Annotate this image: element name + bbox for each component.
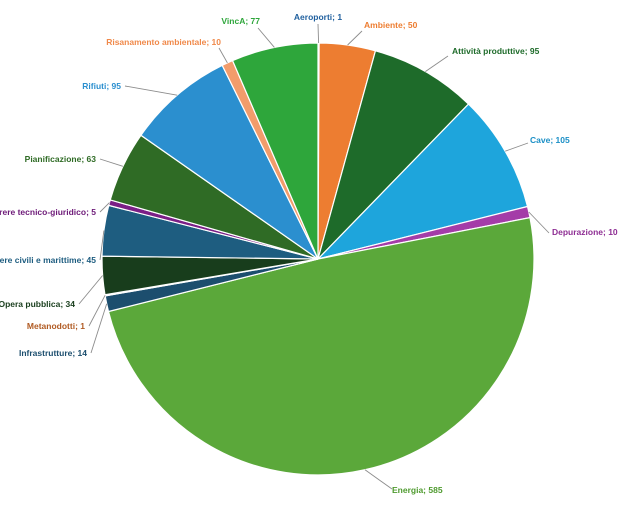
data-label-depurazione: Depurazione; 10 xyxy=(552,227,618,237)
data-label-attivita-produttive: Attività produttive; 95 xyxy=(452,46,540,56)
leader-line-pianificazione xyxy=(99,158,124,167)
leader-line-opere-civili-e-marittime xyxy=(99,230,105,261)
pie-slice-energia xyxy=(107,216,535,476)
leader-line-aeroporti xyxy=(317,23,320,44)
pie-slice-rifiuti xyxy=(140,64,319,260)
leader-line-opera-pubblica xyxy=(78,275,103,305)
leader-line-energia xyxy=(364,469,393,490)
pie-slice-cave xyxy=(316,103,529,261)
data-label-rifiuti: Rifiuti; 95 xyxy=(82,81,121,91)
data-label-opere-civili-e-marittime: Opere civili e marittime; 45 xyxy=(0,255,96,265)
leader-line-depurazione xyxy=(528,211,550,234)
data-label-ambiente: Ambiente; 50 xyxy=(364,20,418,30)
pie-slice-attivita-produttive xyxy=(317,50,470,260)
data-label-vinca: VincA; 77 xyxy=(221,16,260,26)
leader-line-parere-tecnico-giuridico xyxy=(99,202,110,213)
data-label-parere-tecnico-giuridico: Parere tecnico-giuridico; 5 xyxy=(0,207,96,217)
data-label-risanamento-ambientale: Risanamento ambientale; 10 xyxy=(106,37,221,47)
leader-line-attivita-produttive xyxy=(425,55,449,72)
data-label-pianificazione: Pianificazione; 63 xyxy=(25,154,97,164)
leader-line-risanamento-ambientale xyxy=(218,47,228,64)
leader-line-rifiuti xyxy=(124,85,178,96)
leader-line-cave xyxy=(505,142,529,152)
leader-line-infrastrutture xyxy=(90,303,108,354)
data-label-infrastrutture: Infrastrutture; 14 xyxy=(19,348,87,358)
data-label-cave: Cave; 105 xyxy=(530,135,570,145)
leader-line-ambiente xyxy=(347,30,363,46)
data-label-aeroporti: Aeroporti; 1 xyxy=(294,12,342,22)
leader-line-metanodotti xyxy=(88,295,106,327)
pie-slice-vinca xyxy=(231,42,319,260)
data-label-energia: Energia; 585 xyxy=(392,485,443,495)
data-label-metanodotti: Metanodotti; 1 xyxy=(27,321,85,331)
data-label-opera-pubblica: Opera pubblica; 34 xyxy=(0,299,75,309)
leader-line-vinca xyxy=(257,27,275,48)
